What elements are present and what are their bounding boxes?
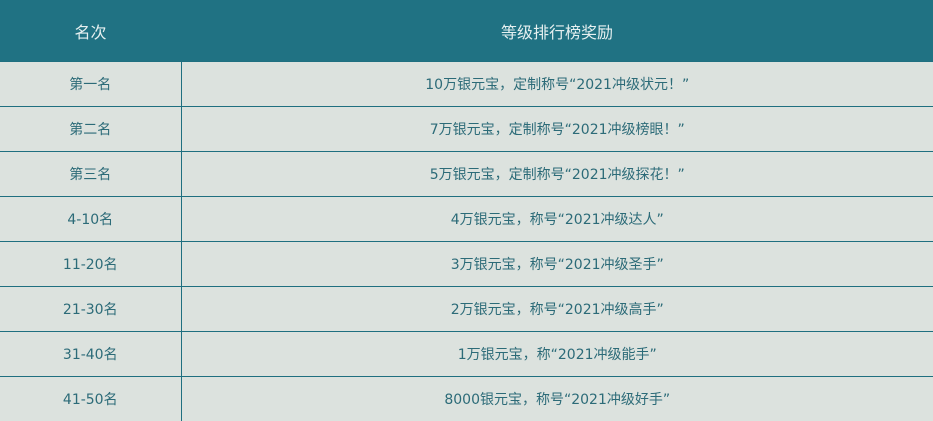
rank-cell: 第一名 [0, 62, 181, 107]
header-rank: 名次 [0, 0, 181, 62]
reward-cell: 10万银元宝，定制称号“2021冲级状元！” [181, 62, 933, 107]
header-reward: 等级排行榜奖励 [181, 0, 933, 62]
reward-cell: 7万银元宝，定制称号“2021冲级榜眼！” [181, 107, 933, 152]
reward-cell: 3万银元宝，称号“2021冲级圣手” [181, 242, 933, 287]
rank-cell: 第二名 [0, 107, 181, 152]
rank-cell: 第三名 [0, 152, 181, 197]
reward-cell: 1万银元宝，称“2021冲级能手” [181, 332, 933, 377]
rank-cell: 41-50名 [0, 377, 181, 421]
reward-cell: 2万银元宝，称号“2021冲级高手” [181, 287, 933, 332]
rank-cell: 4-10名 [0, 197, 181, 242]
header-row: 名次 等级排行榜奖励 [0, 0, 933, 62]
reward-cell: 8000银元宝，称号“2021冲级好手” [181, 377, 933, 421]
reward-cell: 4万银元宝，称号“2021冲级达人” [181, 197, 933, 242]
reward-cell: 5万银元宝，定制称号“2021冲级探花！” [181, 152, 933, 197]
rank-cell: 31-40名 [0, 332, 181, 377]
rank-cell: 21-30名 [0, 287, 181, 332]
rank-cell: 11-20名 [0, 242, 181, 287]
